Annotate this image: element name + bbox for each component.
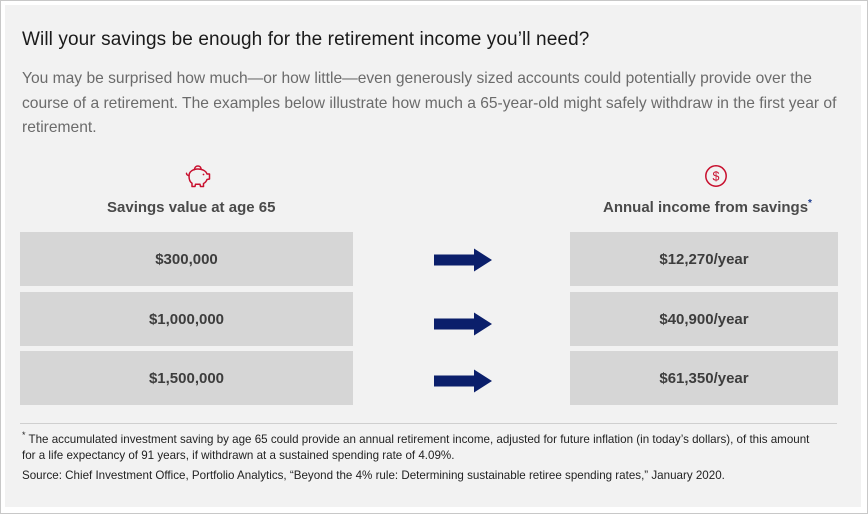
- divider: [20, 423, 837, 424]
- intro-text: You may be surprised how much—or how lit…: [22, 70, 837, 136]
- savings-column-label: Savings value at age 65: [107, 199, 276, 216]
- footnote: * The accumulated investment saving by ag…: [22, 430, 822, 464]
- footnote-text: The accumulated investment saving by age…: [22, 433, 810, 462]
- savings-value-box: $300,000: [20, 232, 353, 286]
- right-arrow-icon: [434, 312, 492, 336]
- footnote-marker: *: [22, 430, 26, 441]
- annual-income-box: $12,270/year: [570, 232, 838, 286]
- right-arrow-icon: [434, 248, 492, 272]
- footnote-marker: *: [808, 198, 812, 209]
- annual-income-box: $61,350/year: [570, 351, 838, 405]
- income-column-label-text: Annual income from savings: [603, 199, 809, 216]
- page-title: Will your savings be enough for the reti…: [22, 29, 590, 50]
- piggy-bank-icon: [185, 165, 211, 188]
- source-citation: Source: Chief Investment Office, Portfol…: [22, 469, 725, 482]
- savings-value-box: $1,500,000: [20, 351, 353, 405]
- right-arrow-icon: [434, 369, 492, 393]
- income-column-label: Annual income from savings*: [603, 198, 812, 217]
- dollar-circle-icon: $: [705, 165, 727, 187]
- svg-text:$: $: [713, 169, 720, 183]
- savings-value-box: $1,000,000: [20, 292, 353, 346]
- annual-income-box: $40,900/year: [570, 292, 838, 346]
